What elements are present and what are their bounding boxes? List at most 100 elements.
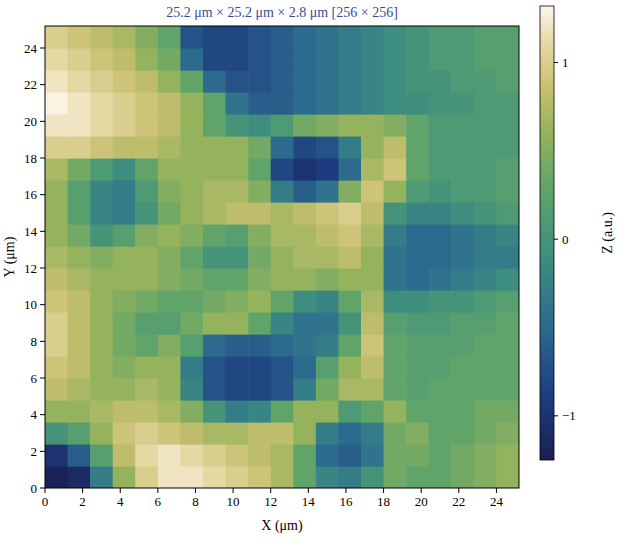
heatmap-cell [271,444,294,467]
heatmap-cell [226,334,249,357]
heatmap-cell [474,92,497,115]
heatmap-cell [474,334,497,357]
heatmap-cell [135,378,158,401]
heatmap-cell [384,48,407,71]
y-tick-label: 8 [31,334,38,349]
heatmap-cell [451,356,474,379]
heatmap-cell [384,158,407,181]
heatmap-cell [113,92,136,115]
heatmap-cell [180,246,203,269]
heatmap-cell [384,334,407,357]
heatmap-cell [474,444,497,467]
heatmap-cell [429,356,452,379]
heatmap-cell [474,136,497,159]
heatmap-cell [158,422,181,445]
heatmap-cell [474,48,497,71]
heatmap-cell [451,202,474,225]
y-tick [40,158,45,159]
heatmap-cell [496,202,519,225]
heatmap-cells [45,26,519,488]
heatmap-cell [474,268,497,291]
y-tick [40,231,45,232]
heatmap-cell [293,268,316,291]
heatmap-cell [180,422,203,445]
heatmap-cell [271,290,294,313]
heatmap-cell [338,70,361,93]
x-tick [120,488,121,493]
colorbar [540,6,554,460]
heatmap-cell [113,466,136,488]
heatmap-cell [226,378,249,401]
heatmap-cell [226,444,249,467]
heatmap-cell [248,290,271,313]
heatmap-cell [451,400,474,423]
heatmap-cell [90,422,113,445]
heatmap-cell [271,48,294,71]
heatmap-cell [113,400,136,423]
heatmap-cell [361,180,384,203]
heatmap-cell [384,92,407,115]
heatmap-cell [361,444,384,467]
heatmap-cell [406,92,429,115]
heatmap-cell [113,224,136,247]
heatmap-cell [90,268,113,291]
heatmap-cell [361,136,384,159]
y-tick [40,378,45,379]
heatmap-cell [496,26,519,49]
heatmap-cell [451,268,474,291]
heatmap-cell [203,92,226,115]
x-tick [82,488,83,493]
heatmap-cell [293,356,316,379]
heatmap-cell [68,378,91,401]
heatmap-cell [135,246,158,269]
heatmap-cell [429,202,452,225]
heatmap-cell [68,246,91,269]
heatmap-cell [180,26,203,49]
heatmap-cell [496,180,519,203]
heatmap-cell [406,400,429,423]
y-tick-label: 0 [31,481,38,496]
heatmap-cell [135,26,158,49]
heatmap-cell [316,268,339,291]
x-tick [421,488,422,493]
heatmap-cell [338,180,361,203]
heatmap-cell [90,378,113,401]
heatmap-cell [474,356,497,379]
heatmap-cell [158,246,181,269]
heatmap-cell [451,422,474,445]
heatmap-cell [90,70,113,93]
heatmap-cell [429,334,452,357]
heatmap-cell [496,312,519,335]
heatmap-cell [68,268,91,291]
heatmap-cell [226,158,249,181]
heatmap-cell [226,422,249,445]
heatmap-cell [180,444,203,467]
heatmap-cell [45,312,68,335]
heatmap-cell [158,444,181,467]
heatmap-cell [406,444,429,467]
x-tick-label: 22 [452,494,465,509]
heatmap-cell [248,26,271,49]
heatmap-cell [474,224,497,247]
y-tick-label: 12 [24,261,37,276]
heatmap-cell [429,48,452,71]
x-tick-label: 20 [415,494,428,509]
heatmap-cell [361,48,384,71]
plot-frame [45,26,519,488]
heatmap-cell [248,48,271,71]
heatmap-cell [68,92,91,115]
heatmap-cell [135,334,158,357]
heatmap-cell [226,356,249,379]
heatmap-cell [316,136,339,159]
heatmap-cell [293,378,316,401]
heatmap-cell [158,356,181,379]
heatmap-cell [135,356,158,379]
heatmap-cell [293,444,316,467]
heatmap-cell [271,180,294,203]
heatmap-cell [338,422,361,445]
heatmap-cell [135,70,158,93]
heatmap-cell [135,290,158,313]
heatmap-cell [113,444,136,467]
heatmap-cell [316,290,339,313]
x-axis-label: X (μm) [261,518,303,534]
